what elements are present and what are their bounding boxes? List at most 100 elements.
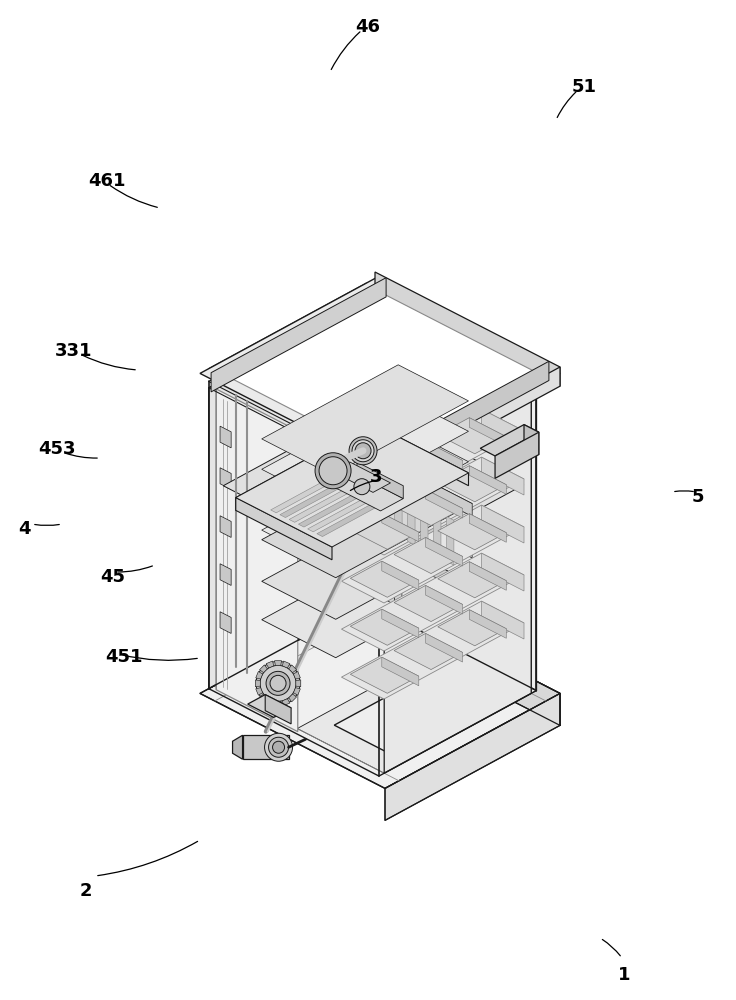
Polygon shape [350, 513, 419, 549]
Polygon shape [384, 393, 531, 773]
Polygon shape [481, 367, 531, 693]
Polygon shape [372, 424, 469, 486]
Polygon shape [370, 387, 402, 422]
Polygon shape [220, 426, 231, 448]
Polygon shape [317, 496, 392, 537]
Polygon shape [398, 466, 473, 516]
Circle shape [256, 661, 300, 705]
Circle shape [352, 440, 374, 462]
Text: 3: 3 [370, 468, 383, 486]
Polygon shape [255, 688, 263, 695]
Polygon shape [350, 465, 419, 501]
Polygon shape [350, 561, 419, 597]
Text: 453: 453 [38, 440, 76, 458]
Text: 451: 451 [105, 648, 143, 666]
Polygon shape [353, 489, 402, 515]
Circle shape [270, 675, 286, 691]
Text: 5: 5 [692, 488, 704, 506]
Polygon shape [425, 633, 462, 662]
Circle shape [272, 741, 285, 753]
Polygon shape [438, 514, 506, 550]
Circle shape [315, 453, 351, 489]
Circle shape [266, 671, 290, 695]
Polygon shape [353, 425, 402, 451]
Polygon shape [470, 418, 506, 446]
Polygon shape [385, 367, 560, 481]
Polygon shape [481, 553, 524, 591]
Polygon shape [262, 466, 473, 578]
Polygon shape [308, 491, 383, 532]
Polygon shape [398, 546, 473, 596]
Polygon shape [470, 610, 506, 638]
Polygon shape [334, 475, 403, 511]
Polygon shape [369, 319, 376, 595]
Polygon shape [211, 278, 386, 392]
Polygon shape [222, 290, 539, 457]
Text: 331: 331 [55, 342, 93, 360]
Circle shape [354, 479, 370, 495]
Polygon shape [262, 507, 473, 619]
Polygon shape [236, 424, 469, 547]
Polygon shape [353, 355, 402, 380]
Polygon shape [289, 481, 365, 522]
Polygon shape [275, 661, 281, 666]
Text: 51: 51 [572, 78, 597, 96]
Polygon shape [342, 505, 524, 603]
Text: 46: 46 [355, 18, 380, 36]
Circle shape [319, 457, 347, 485]
Polygon shape [296, 680, 301, 687]
Polygon shape [297, 646, 537, 773]
Polygon shape [262, 546, 473, 658]
Polygon shape [382, 465, 419, 494]
Polygon shape [350, 609, 419, 645]
Polygon shape [294, 671, 300, 679]
Polygon shape [289, 665, 297, 673]
Polygon shape [425, 489, 462, 518]
Polygon shape [262, 426, 469, 536]
Text: 2: 2 [80, 882, 93, 900]
Polygon shape [382, 561, 419, 590]
Polygon shape [370, 489, 402, 524]
Polygon shape [233, 735, 243, 759]
Text: 45: 45 [100, 568, 125, 586]
Polygon shape [248, 695, 291, 717]
Polygon shape [394, 633, 462, 670]
Polygon shape [289, 694, 297, 702]
Polygon shape [266, 661, 274, 668]
Polygon shape [374, 361, 549, 476]
Polygon shape [370, 457, 402, 492]
Polygon shape [200, 278, 560, 468]
Polygon shape [398, 507, 473, 558]
Polygon shape [294, 688, 300, 695]
Circle shape [355, 443, 371, 459]
Polygon shape [236, 424, 372, 510]
Polygon shape [481, 425, 539, 456]
Polygon shape [438, 610, 506, 646]
Polygon shape [342, 553, 524, 651]
Polygon shape [425, 585, 462, 614]
Polygon shape [260, 694, 267, 702]
Polygon shape [394, 441, 462, 478]
Circle shape [269, 737, 289, 757]
Polygon shape [353, 521, 402, 547]
Polygon shape [408, 497, 415, 545]
Polygon shape [495, 432, 539, 478]
Polygon shape [342, 601, 524, 699]
Polygon shape [283, 699, 290, 706]
Polygon shape [262, 456, 469, 566]
Polygon shape [350, 657, 419, 693]
Polygon shape [470, 466, 506, 494]
Polygon shape [220, 468, 231, 489]
Polygon shape [438, 418, 506, 454]
Polygon shape [355, 317, 398, 340]
Polygon shape [382, 513, 419, 542]
Polygon shape [375, 272, 560, 386]
Polygon shape [387, 329, 394, 604]
Polygon shape [481, 505, 524, 543]
Polygon shape [200, 598, 560, 788]
Polygon shape [265, 695, 291, 724]
Polygon shape [481, 409, 524, 447]
Polygon shape [355, 317, 372, 599]
Polygon shape [375, 598, 560, 725]
Polygon shape [353, 387, 402, 412]
